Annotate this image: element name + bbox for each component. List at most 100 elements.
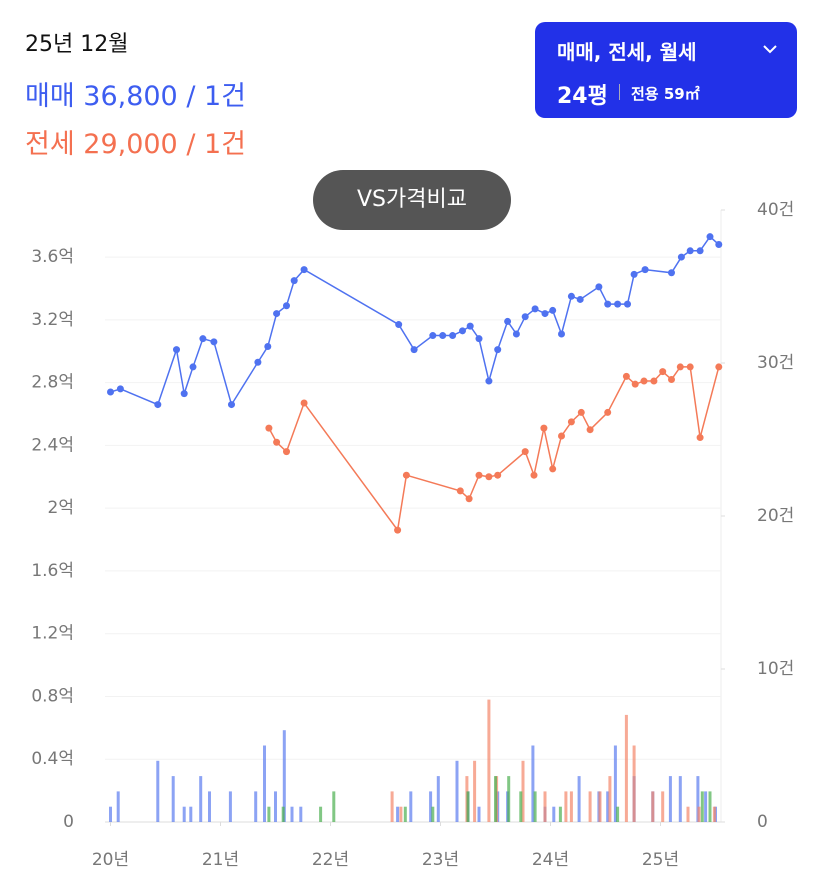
price-point [696, 434, 704, 442]
price-point [622, 372, 630, 380]
volume-bar [208, 791, 211, 822]
y-tick-label: 1.2억 [31, 624, 74, 644]
volume-bar [116, 791, 120, 822]
y2-tick-label: 10건 [757, 659, 794, 679]
x-tick-label: 21년 [202, 850, 239, 870]
price-point [558, 432, 565, 440]
filter-button[interactable]: 매매, 전세, 월세 24평 전용 59㎡ [535, 22, 797, 118]
volume-bar [708, 791, 712, 822]
volume-bar [189, 806, 193, 822]
price-point [504, 317, 512, 325]
y-tick-label: 1.6억 [31, 561, 74, 581]
price-point [650, 377, 658, 385]
price-point [402, 471, 410, 479]
price-point [283, 448, 290, 456]
compare-button[interactable]: VS가격비교 [313, 170, 511, 230]
volume-bar [558, 806, 562, 822]
x-tick-label: 22년 [312, 850, 349, 870]
volume-bar [274, 791, 277, 822]
volume-bar [712, 806, 716, 822]
volume-bar [564, 791, 568, 822]
volume-bar [678, 776, 682, 822]
price-point [577, 408, 585, 416]
price-point [228, 401, 235, 409]
price-point [300, 266, 308, 274]
volume-bar [473, 760, 477, 822]
price-point [410, 346, 418, 354]
price-point [630, 270, 638, 278]
divider [619, 84, 620, 100]
volume-bar [282, 730, 286, 822]
price-point [189, 363, 197, 371]
price-point [641, 266, 649, 274]
price-point [631, 380, 639, 388]
price-point [475, 471, 483, 479]
volume-bar [506, 791, 510, 822]
price-point [273, 438, 281, 446]
x-tick-label: 20년 [92, 850, 129, 870]
chevron [763, 45, 777, 54]
y-tick-label: 3.2억 [31, 310, 74, 330]
price-point [604, 408, 612, 416]
volume-bar [319, 806, 323, 822]
price-point [283, 302, 290, 310]
volume-bar [156, 760, 160, 822]
price-point [485, 473, 493, 481]
x-tick-label: 24년 [532, 850, 569, 870]
price-point [521, 313, 529, 321]
price-point [512, 330, 520, 338]
price-point [300, 399, 308, 407]
price-point [530, 471, 538, 479]
price-point [640, 377, 648, 385]
volume-bar [436, 776, 440, 822]
volume-bar [171, 776, 175, 822]
volume-bar [651, 791, 655, 822]
price-point [614, 300, 622, 308]
volume-bar [668, 776, 672, 822]
y-tick-label: 3.6억 [31, 247, 74, 267]
volume-bar [616, 806, 620, 822]
y2-tick-label: 0 [757, 812, 768, 832]
volume-bar [569, 791, 573, 822]
volume-bar [552, 806, 556, 822]
price-point [576, 295, 584, 303]
price-point [686, 363, 694, 371]
price-point [107, 388, 114, 396]
volume-bar [199, 776, 203, 822]
volume-bar [651, 791, 655, 822]
price-point [485, 377, 493, 385]
price-point [199, 335, 207, 343]
price-point [173, 346, 180, 354]
volume-bar [403, 806, 407, 822]
y-tick-label: 2억 [48, 498, 74, 518]
volume-bar [290, 806, 294, 822]
volume-bar [477, 806, 481, 822]
volume-bar [598, 791, 602, 822]
filter-area: 전용 59㎡ [631, 85, 700, 103]
price-point [541, 310, 549, 318]
volume-bar [597, 791, 601, 822]
volume-bar [577, 776, 581, 822]
volume-bar [543, 806, 547, 822]
volume-bar [399, 806, 403, 822]
price-line [268, 366, 720, 533]
price-point [668, 269, 675, 277]
volume-bar [704, 791, 708, 822]
volume-bar [494, 776, 497, 822]
y-tick-label: 2.8억 [31, 373, 74, 393]
volume-bar [696, 776, 700, 822]
price-point [254, 358, 262, 366]
volume-bar [496, 791, 500, 822]
volume-bar [396, 806, 400, 822]
y2-tick-label: 20건 [757, 506, 794, 526]
filter-size: 24평 [557, 84, 608, 109]
y2-tick-label: 30건 [757, 353, 794, 373]
price-point [439, 332, 447, 340]
volume-bar [466, 791, 470, 822]
volume-bar [521, 760, 525, 822]
volume-bar [700, 791, 704, 822]
price-point [715, 363, 723, 371]
volume-bar [228, 791, 232, 822]
price-point [449, 332, 457, 340]
